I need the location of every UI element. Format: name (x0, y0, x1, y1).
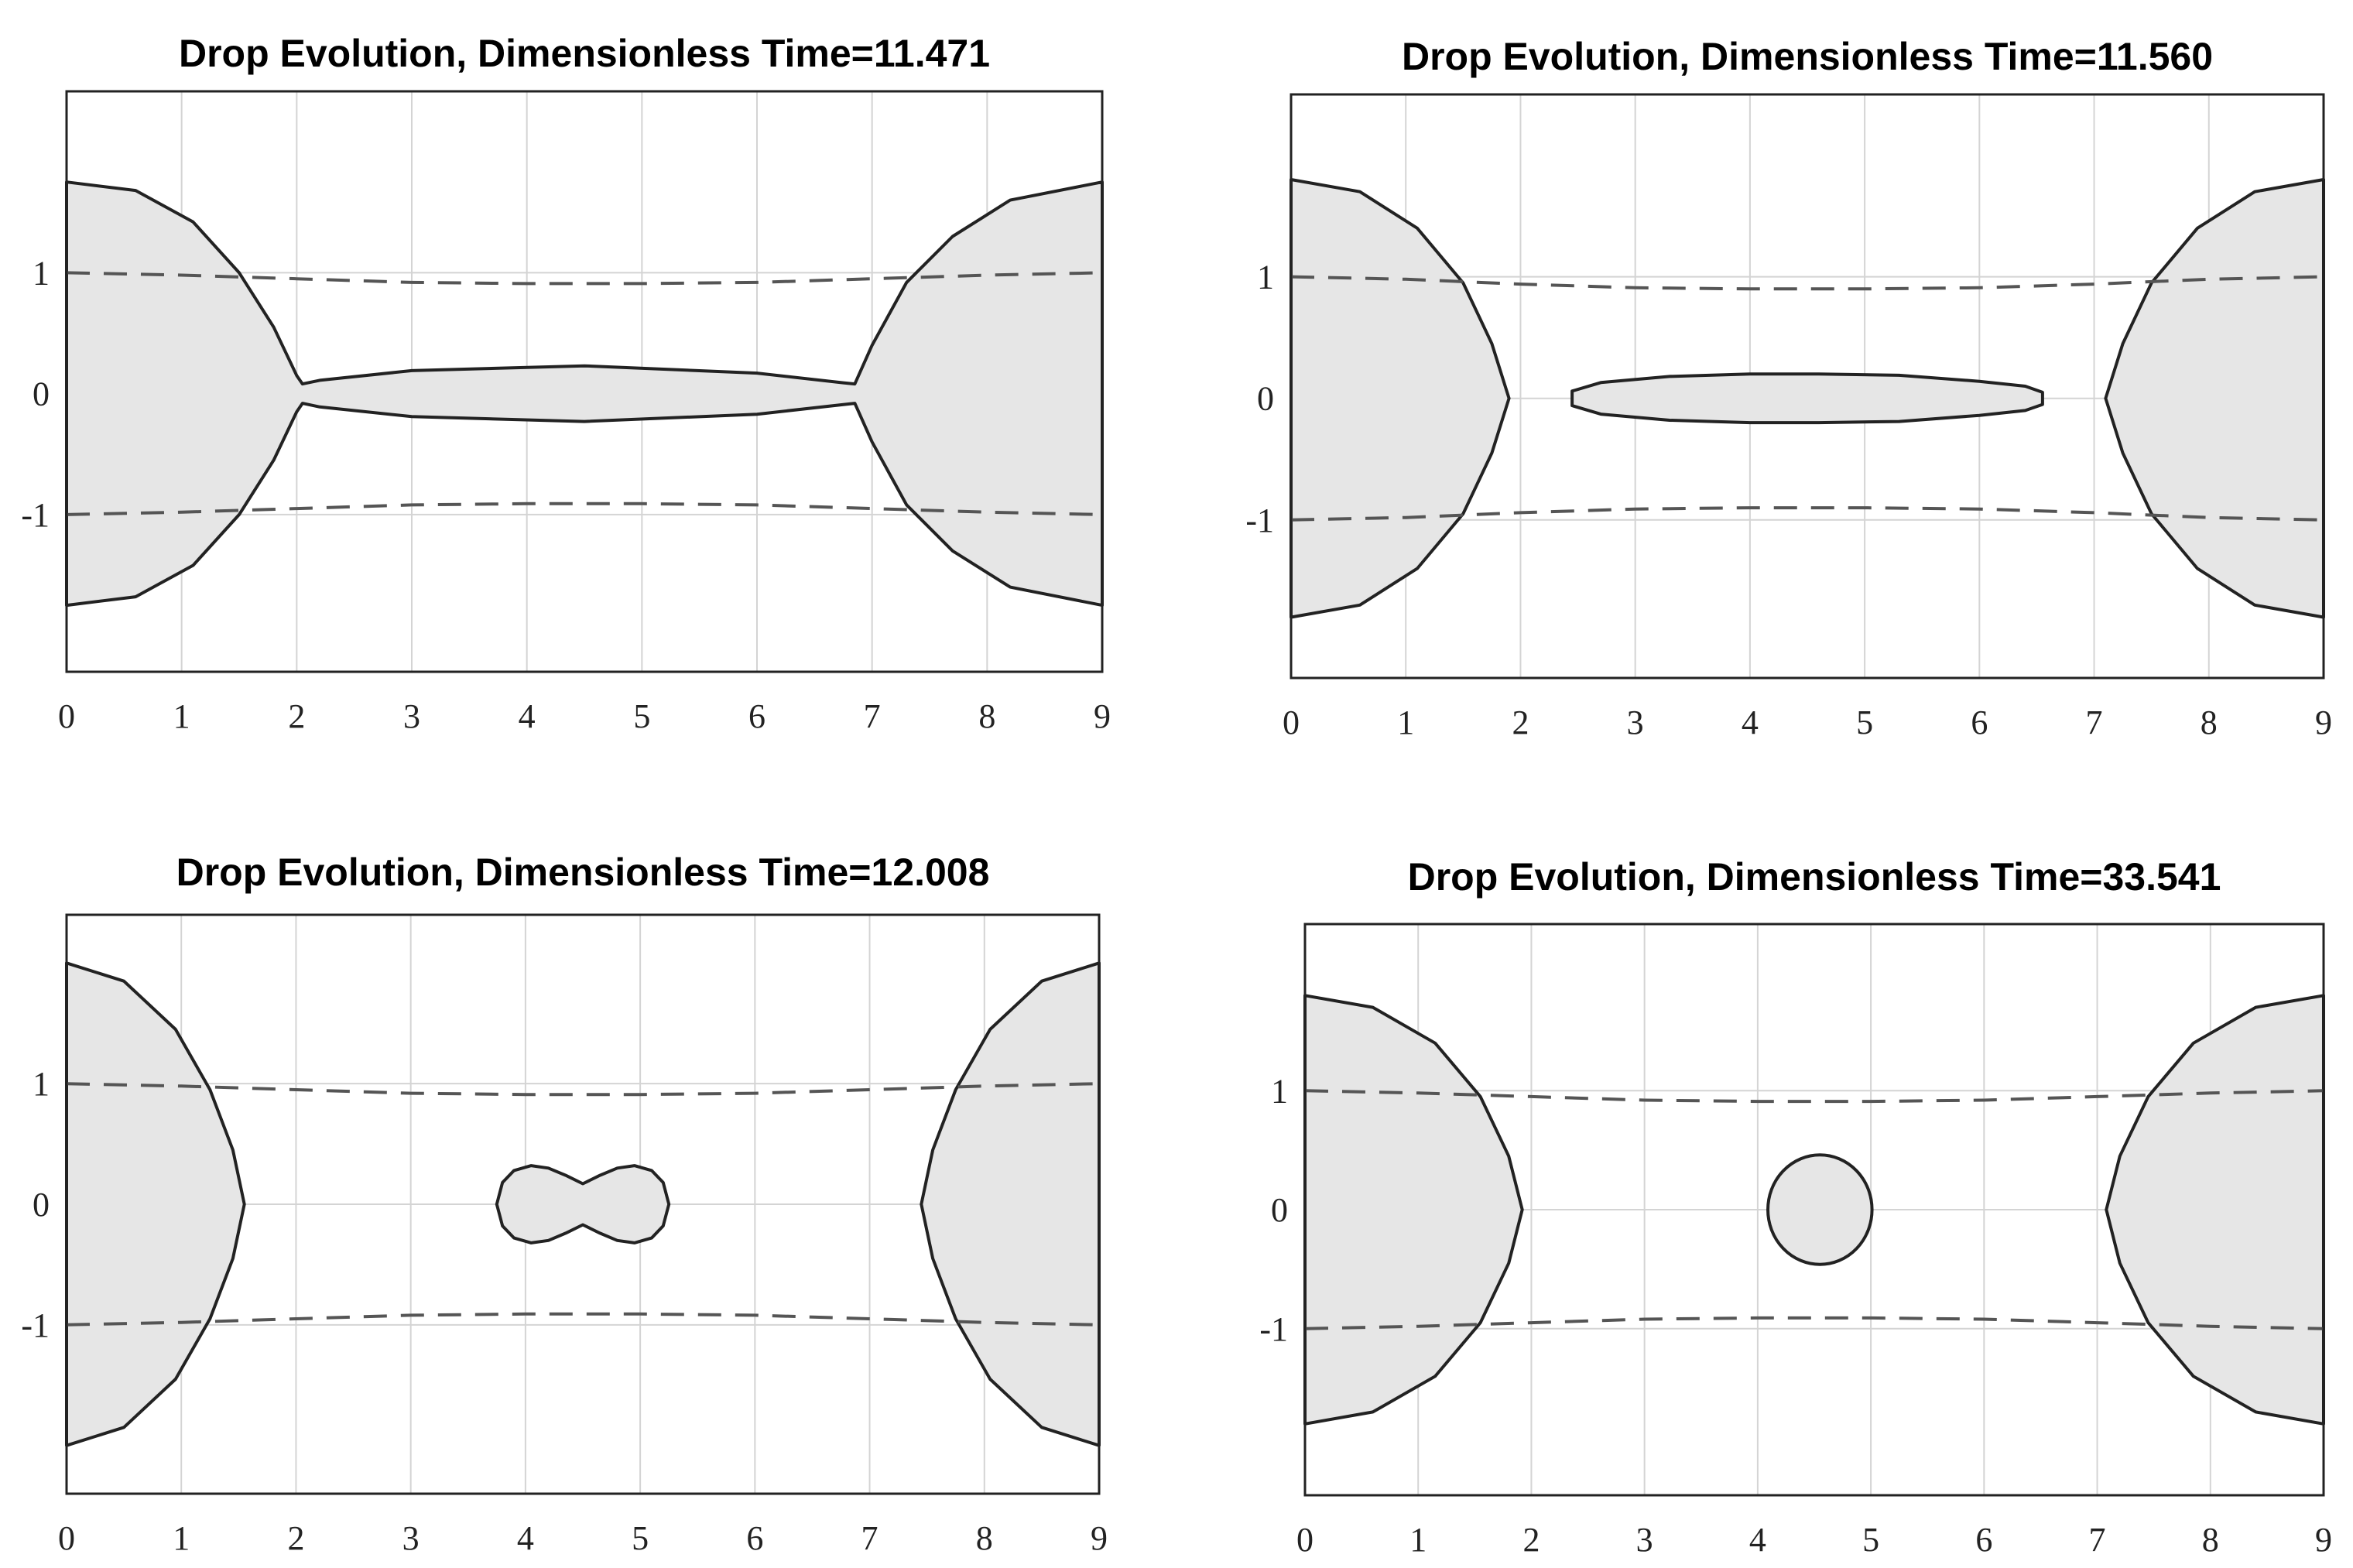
panel-time-33-541: Drop Evolution, Dimensionless Time=33.54… (1259, 855, 2332, 1559)
upper-dashed-line (66, 1082, 1100, 1097)
drop-shapes (65, 961, 1101, 1447)
x-tick-label: 7 (2086, 704, 2103, 741)
y-tick-label: -1 (1245, 502, 1274, 539)
drop-left-drop (1290, 178, 1511, 619)
x-tick-label: 4 (1742, 704, 1759, 741)
x-tick-label: 5 (1856, 704, 1873, 741)
drop-shapes (1290, 178, 2325, 619)
x-tick-label: 4 (517, 1519, 534, 1557)
y-tick-label: -1 (1259, 1310, 1288, 1348)
drop-right-drop (2104, 178, 2325, 619)
y-tick-label: 1 (1257, 258, 1274, 296)
x-tick-label: 9 (2315, 1521, 2332, 1559)
drop-left-drop (65, 180, 1104, 608)
x-tick-label: 4 (1749, 1521, 1766, 1559)
y-tick-label: 0 (1257, 380, 1274, 418)
x-tick-label: 7 (2089, 1521, 2106, 1559)
drop-left-drop (65, 961, 246, 1447)
x-tick-label: 7 (864, 697, 881, 735)
boundary-dashed-lines (1304, 1089, 2324, 1330)
y-tick-labels: -1 0 1 (21, 254, 50, 534)
panel-time-12-008: Drop Evolution, Dimensionless Time=12.00… (21, 851, 1108, 1557)
lower-dashed-line (66, 502, 1103, 516)
x-tick-labels: 0 1 2 3 4 5 6 7 8 9 (58, 697, 1111, 735)
x-tick-label: 2 (1512, 704, 1529, 741)
drop-shapes (1303, 994, 2325, 1426)
x-tick-labels: 0 1 2 3 4 5 6 7 8 9 (58, 1519, 1108, 1557)
panel-title: Drop Evolution, Dimensionless Time=12.00… (176, 851, 990, 894)
panel-title: Drop Evolution, Dimensionless Time=11.56… (1402, 35, 2213, 78)
drop-right-drop (2105, 994, 2325, 1426)
x-tick-labels: 0 1 2 3 4 5 6 7 8 9 (1283, 704, 2332, 741)
drop-left-drop (1303, 994, 1524, 1426)
y-tick-label: 0 (33, 1186, 50, 1224)
x-tick-label: 1 (173, 1519, 190, 1557)
x-tick-label: 3 (403, 697, 420, 735)
y-tick-labels: -1 0 1 (1259, 1072, 1288, 1348)
x-tick-label: 0 (58, 1519, 75, 1557)
x-tick-label: 0 (1283, 704, 1300, 741)
axes-frame (1290, 93, 2325, 680)
x-tick-label: 1 (173, 697, 190, 735)
x-tick-label: 6 (1971, 704, 1988, 741)
upper-dashed-line (1304, 1089, 2324, 1104)
x-tick-label: 2 (288, 697, 305, 735)
drop-shapes (65, 180, 1104, 608)
x-tick-label: 1 (1397, 704, 1414, 741)
y-tick-label: -1 (21, 496, 50, 534)
x-tick-label: 8 (978, 697, 995, 735)
x-tick-label: 4 (519, 697, 536, 735)
x-tick-label: 9 (1091, 1519, 1108, 1557)
x-tick-label: 0 (1296, 1521, 1314, 1559)
drop-elongated-drop (1570, 372, 2044, 425)
y-tick-labels: -1 0 1 (1245, 258, 1274, 539)
panel-time-11-560: Drop Evolution, Dimensionless Time=11.56… (1245, 35, 2332, 741)
drop-right-drop (920, 961, 1101, 1447)
x-tick-label: 9 (1094, 697, 1111, 735)
drop-dumbbell-drop (495, 1164, 671, 1244)
x-tick-label: 3 (1636, 1521, 1653, 1559)
x-tick-label: 8 (976, 1519, 993, 1557)
x-tick-label: 3 (1627, 704, 1644, 741)
x-tick-label: 0 (58, 697, 75, 735)
y-tick-label: 0 (33, 375, 50, 413)
x-tick-label: 5 (633, 697, 650, 735)
x-tick-label: 8 (2202, 1521, 2219, 1559)
x-tick-label: 9 (2315, 704, 2332, 741)
lower-dashed-line (1290, 506, 2324, 522)
x-tick-label: 6 (1975, 1521, 1992, 1559)
boundary-dashed-lines (1290, 275, 2324, 522)
x-tick-label: 5 (632, 1519, 649, 1557)
x-tick-label: 1 (1409, 1521, 1427, 1559)
lower-dashed-line (1304, 1316, 2324, 1330)
x-tick-labels: 0 1 2 3 4 5 6 7 8 9 (1296, 1521, 2332, 1559)
axes-frame (65, 913, 1101, 1495)
x-tick-label: 6 (746, 1519, 763, 1557)
y-tick-label: -1 (21, 1306, 50, 1344)
y-tick-label: 1 (33, 1065, 50, 1103)
boundary-dashed-lines (66, 271, 1103, 516)
y-tick-label: 1 (1271, 1072, 1288, 1110)
boundary-dashed-lines (66, 1082, 1100, 1327)
x-tick-label: 8 (2201, 704, 2218, 741)
x-tick-label: 7 (861, 1519, 879, 1557)
upper-dashed-line (1290, 275, 2324, 291)
x-tick-label: 3 (402, 1519, 420, 1557)
axes-frame (1303, 923, 2325, 1497)
y-tick-label: 1 (33, 254, 50, 292)
upper-dashed-line (66, 271, 1103, 286)
panel-time-11-471: Drop Evolution, Dimensionless Time=11.47… (21, 32, 1111, 735)
y-tick-labels: -1 0 1 (21, 1065, 50, 1344)
x-tick-label: 2 (1522, 1521, 1540, 1559)
panel-title: Drop Evolution, Dimensionless Time=11.47… (179, 32, 990, 75)
panel-title: Drop Evolution, Dimensionless Time=33.54… (1408, 855, 2221, 899)
y-tick-label: 0 (1271, 1191, 1288, 1229)
lower-dashed-line (66, 1312, 1100, 1327)
drop-spherical-drop (1766, 1153, 1874, 1266)
x-tick-label: 2 (287, 1519, 304, 1557)
x-tick-label: 5 (1862, 1521, 1879, 1559)
x-tick-label: 6 (748, 697, 765, 735)
axes-frame (65, 90, 1104, 673)
